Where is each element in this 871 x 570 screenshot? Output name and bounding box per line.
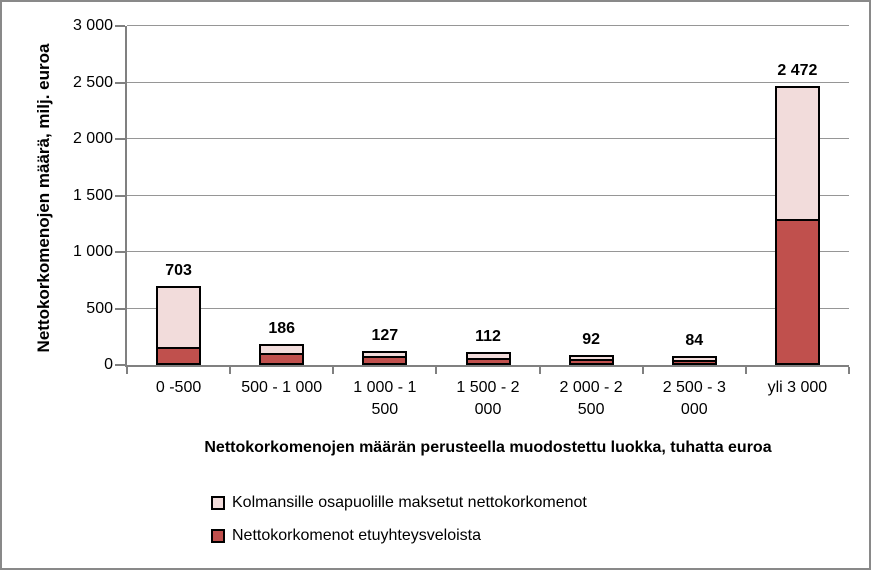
bar-segment-third-parties [364,353,406,356]
y-tick-label: 500 [86,299,113,317]
bar-segment-related-party [467,358,509,363]
y-axis-tick [115,251,125,253]
bar-segment-third-parties [467,354,509,358]
bar [465,352,511,365]
y-axis-tick [115,307,125,310]
legend-item: Nettokorkomenot etuyhteysveloista [211,526,587,546]
legend-swatch-icon [211,496,225,510]
y-axis-title: Nettokorkomenojen määrä, milj. euroa [34,43,53,353]
bar-value-label: 127 [371,327,399,344]
y-tick-label: 3 000 [72,17,113,34]
bar-segment-related-party [158,347,200,363]
bar-value-label: 186 [268,320,296,337]
bar-segment-related-party [570,359,612,363]
legend-item: Kolmansille osapuolille maksetut nettoko… [211,493,587,513]
y-axis-tick [115,194,125,197]
x-category-label: 500 - 1 000 [241,379,323,396]
y-axis-tick [115,364,125,366]
x-axis-tick [641,367,644,374]
x-category-label: yli 3 000 [767,379,828,396]
bar [259,344,305,365]
y-axis-line [125,26,127,367]
y-tick-label: 1 000 [72,243,113,260]
bar-segment-related-party [673,360,715,363]
bar [362,351,408,365]
x-category-label: 2 000 - 2 500 [559,379,623,418]
x-axis-tick [848,367,850,374]
x-category-label: 2 500 - 3 000 [662,379,726,418]
x-axis-tick [332,367,335,374]
x-category-label: 1 500 - 2 000 [456,379,520,418]
y-tick-label: 2 500 [72,73,113,91]
y-axis-tick [115,138,125,140]
y-tick-label: 1 500 [72,186,113,204]
x-category-label: 0 -500 [155,379,202,396]
legend: Kolmansille osapuolille maksetut nettoko… [211,493,587,546]
gridline [127,25,849,26]
bar-segment-third-parties [673,358,715,360]
bar [671,356,717,365]
bar [774,86,820,365]
bar-segment-third-parties [158,288,200,347]
bar-segment-related-party [261,353,303,363]
bar [568,355,614,365]
x-axis-tick [435,367,438,374]
gridline [127,81,849,83]
bar-value-label: 92 [582,331,601,348]
gridline [127,251,849,252]
bar-segment-third-parties [261,346,303,353]
y-tick-label: 0 [104,356,113,373]
bar-value-label: 2 472 [777,62,818,79]
bar-value-label: 84 [685,332,704,349]
y-axis-tick [115,25,125,27]
x-axis-tick [229,367,232,374]
bar-segment-related-party [776,219,818,363]
bar [156,286,202,365]
bar-segment-third-parties [776,88,818,219]
x-axis-tick [538,367,541,374]
y-axis-tick [115,81,125,84]
x-axis-line [125,365,849,367]
x-axis-tick [126,367,128,374]
x-axis-tick [744,367,747,374]
legend-label: Kolmansille osapuolille maksetut nettoko… [232,494,587,511]
x-category-label: 1 000 - 1 500 [353,379,417,418]
bar-value-label: 112 [475,328,501,345]
bar-segment-related-party [364,356,406,363]
gridline [127,138,849,139]
gridline [127,194,849,196]
y-tick-label: 2 000 [72,130,113,147]
legend-label: Nettokorkomenot etuyhteysveloista [232,527,482,544]
gridline [127,307,849,309]
bar-value-label: 703 [165,262,192,279]
bar-segment-third-parties [570,357,612,359]
legend-swatch-icon [211,529,225,543]
x-axis-title: Nettokorkomenojen määrän perusteella muo… [204,439,772,456]
